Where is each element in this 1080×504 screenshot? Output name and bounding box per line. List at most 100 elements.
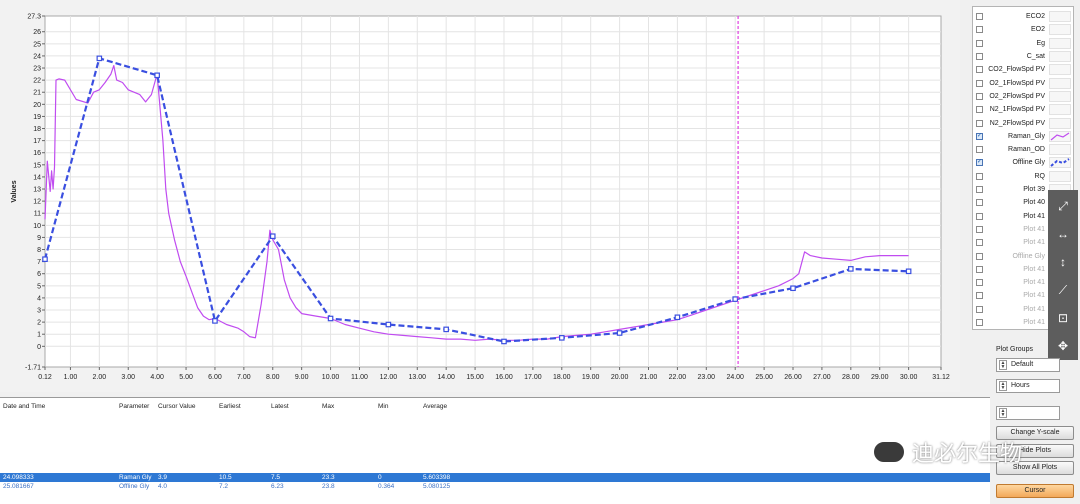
legend-checkbox[interactable] — [976, 252, 983, 260]
x-tick-label: 30.00 — [900, 374, 918, 381]
legend-swatch[interactable] — [1049, 77, 1071, 89]
x-tick-label: 20.00 — [611, 374, 629, 381]
legend-label: Plot 41 — [1023, 305, 1045, 313]
legend-item[interactable]: O2_1FlowSpd PV — [973, 77, 1073, 90]
zoom-x-icon[interactable]: ↔ — [1057, 227, 1069, 241]
legend-checkbox[interactable]: ✓ — [976, 132, 983, 140]
legend-swatch[interactable] — [1049, 90, 1071, 102]
legend-swatch[interactable] — [1049, 117, 1071, 129]
legend-checkbox[interactable]: ✓ — [976, 159, 983, 167]
legend-swatch[interactable] — [1049, 37, 1071, 49]
table-row[interactable]: 24.098333 Raman Gly 3.9 10.5 7.5 23.3 0 … — [0, 473, 990, 482]
x-tick-label: 1.00 — [64, 374, 78, 381]
legend-item[interactable]: RQ — [973, 170, 1073, 183]
cursor-button[interactable]: Cursor — [996, 484, 1074, 498]
legend-swatch[interactable] — [1049, 170, 1071, 182]
legend-item[interactable]: Eg — [973, 37, 1073, 50]
row-cursor-value: 4.0 — [158, 483, 168, 490]
header-cursor-value: Cursor Value — [158, 403, 196, 410]
legend-item[interactable]: ECO2 — [973, 10, 1073, 23]
legend-checkbox[interactable] — [976, 212, 983, 220]
x-tick-label: 7.00 — [237, 374, 251, 381]
x-tick-label: 3.00 — [121, 374, 135, 381]
stepper-icon[interactable]: ▲ ▼ — [999, 381, 1007, 391]
y-tick-label: 16 — [33, 150, 41, 157]
legend-checkbox[interactable] — [976, 172, 983, 180]
chart-plot[interactable]: -1.7101234567891011121314151617181920212… — [0, 0, 960, 392]
autoscale-icon[interactable]: ⟋ — [1058, 283, 1068, 297]
legend-item[interactable]: O2_2FlowSpd PV — [973, 90, 1073, 103]
legend-swatch[interactable] — [1049, 157, 1071, 169]
time-unit-select[interactable]: ▲ ▼ Hours — [996, 379, 1060, 393]
legend-item[interactable]: CO2_FlowSpd PV — [973, 63, 1073, 76]
stepper-icon[interactable]: ▲ ▼ — [999, 408, 1007, 418]
legend-item[interactable]: N2_1FlowSpd PV — [973, 103, 1073, 116]
legend-label: C_sat — [1026, 53, 1045, 61]
legend-checkbox[interactable] — [976, 199, 983, 207]
legend-checkbox[interactable] — [976, 146, 983, 154]
legend-checkbox[interactable] — [976, 186, 983, 194]
legend-item[interactable]: C_sat — [973, 50, 1073, 63]
legend-checkbox[interactable] — [976, 106, 983, 114]
legend-label: Plot 41 — [1023, 212, 1045, 220]
x-tick-label: 4.00 — [150, 374, 164, 381]
wechat-icon — [872, 440, 906, 464]
y-tick-label: 15 — [33, 162, 41, 169]
data-point — [385, 321, 392, 328]
legend-checkbox[interactable] — [976, 53, 983, 61]
change-yscale-button[interactable]: Change Y-scale — [996, 426, 1074, 440]
yscale-input[interactable]: ▲ ▼ — [996, 406, 1060, 420]
table-row[interactable]: 25.081667 Offline Gly 4.0 7.2 6.23 23.8 … — [0, 482, 990, 491]
zoom-fit-icon[interactable]: ⤢ — [1058, 199, 1068, 213]
show-all-plots-button[interactable]: Show All Plots — [996, 461, 1074, 475]
pan-icon[interactable]: ✥ — [1057, 339, 1069, 353]
legend-checkbox[interactable] — [976, 92, 983, 100]
legend-label: N2_2FlowSpd PV — [989, 119, 1045, 127]
zoom-y-icon[interactable]: ↕ — [1060, 255, 1066, 269]
legend-checkbox[interactable] — [976, 13, 983, 21]
cursor-data-table: Date and Time Parameter Cursor Value Ear… — [0, 397, 990, 504]
plot-area — [44, 15, 942, 368]
x-tick-label: 22.00 — [669, 374, 687, 381]
legend-item[interactable]: EO2 — [973, 23, 1073, 36]
legend-checkbox[interactable] — [976, 225, 983, 233]
legend-checkbox[interactable] — [976, 279, 983, 287]
legend-swatch[interactable] — [1049, 64, 1071, 76]
legend-swatch[interactable] — [1049, 130, 1071, 142]
legend-checkbox[interactable] — [976, 26, 983, 34]
legend-item[interactable]: ✓ Offline Gly — [973, 156, 1073, 169]
y-axis-title: Values — [11, 180, 18, 202]
legend-swatch[interactable] — [1049, 104, 1071, 116]
row-date-time: 25.081667 — [3, 483, 34, 490]
zoom-box-icon[interactable]: ⊡ — [1057, 311, 1069, 325]
legend-checkbox[interactable] — [976, 39, 983, 47]
legend-swatch[interactable] — [1049, 11, 1071, 23]
legend-checkbox[interactable] — [976, 265, 983, 273]
plot-groups-select[interactable]: ▲ ▼ Default — [996, 358, 1060, 372]
legend-checkbox[interactable] — [976, 79, 983, 87]
watermark: 迪必尔生物 — [872, 438, 1022, 467]
series-line-raman-gly — [44, 64, 909, 341]
legend-checkbox[interactable] — [976, 119, 983, 127]
legend-checkbox[interactable] — [976, 66, 983, 74]
legend-label: N2_1FlowSpd PV — [989, 106, 1045, 114]
legend-swatch[interactable] — [1049, 24, 1071, 36]
legend-swatch[interactable] — [1049, 144, 1071, 156]
legend-checkbox[interactable] — [976, 239, 983, 247]
legend-checkbox[interactable] — [976, 305, 983, 313]
legend-checkbox[interactable] — [976, 292, 983, 300]
data-point — [905, 268, 912, 275]
row-max: 23.3 — [322, 474, 335, 481]
x-tick-label: 27.00 — [813, 374, 831, 381]
hide-plots-button[interactable]: Hide Plots — [996, 444, 1074, 458]
legend-item[interactable]: ✓ Raman_Gly — [973, 130, 1073, 143]
legend-swatch-line — [1050, 158, 1070, 168]
stepper-icon[interactable]: ▲ ▼ — [999, 360, 1007, 370]
legend-item[interactable]: N2_2FlowSpd PV — [973, 116, 1073, 129]
legend-checkbox[interactable] — [976, 319, 983, 327]
legend-item[interactable]: Raman_OD — [973, 143, 1073, 156]
data-point — [790, 285, 796, 292]
legend-swatch-line — [1050, 132, 1070, 141]
legend-swatch[interactable] — [1049, 51, 1071, 63]
x-tick-label: 29.00 — [871, 374, 889, 381]
